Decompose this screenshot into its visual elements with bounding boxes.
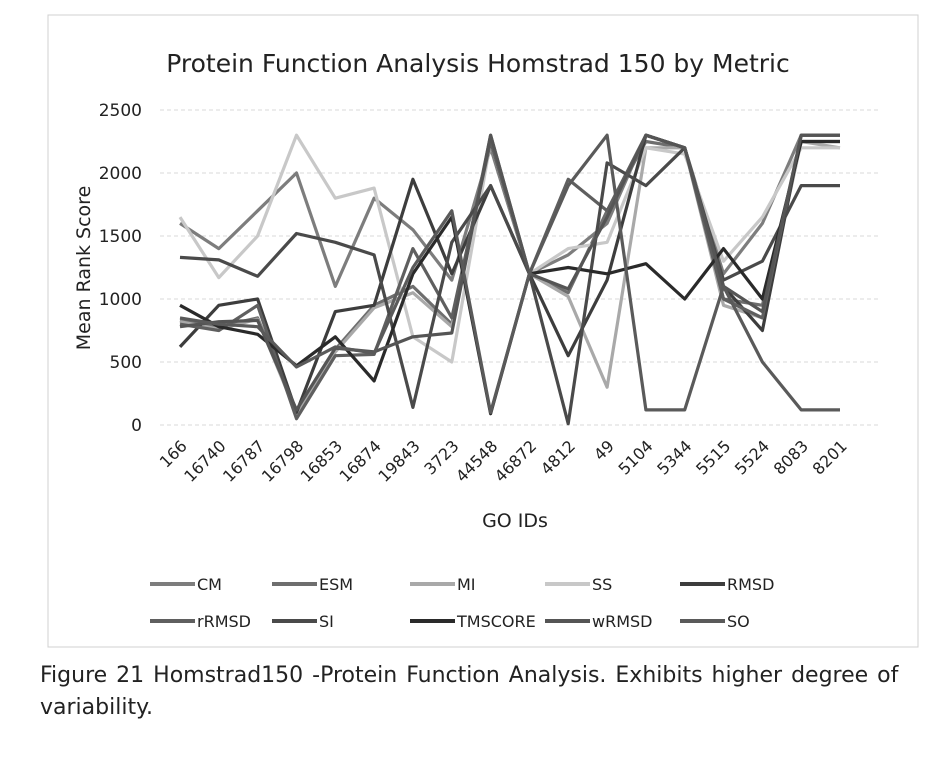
y-tick-label: 2000: [99, 164, 142, 184]
x-tick-label: 5344: [653, 436, 695, 478]
legend-label: RMSD: [727, 575, 774, 594]
x-tick-label: 16853: [297, 436, 346, 485]
series-line-so: [179, 133, 840, 414]
y-tick-label: 2500: [99, 101, 142, 121]
line-chart: Protein Function Analysis Homstrad 150 b…: [47, 14, 919, 648]
legend-label: CM: [197, 575, 222, 594]
x-axis-ticks: 1661674016787167981685316874198433723445…: [156, 436, 851, 485]
x-tick-label: 4812: [537, 436, 579, 478]
chart-title: Protein Function Analysis Homstrad 150 b…: [166, 49, 790, 78]
y-axis-label: Mean Rank Score: [73, 186, 95, 351]
series-line-si: [179, 146, 840, 426]
y-tick-label: 1500: [99, 227, 142, 247]
legend-label: SI: [319, 612, 334, 631]
legend-label: SO: [727, 612, 750, 631]
legend-label: MI: [457, 575, 476, 594]
x-tick-label: 46872: [491, 436, 540, 485]
figure-caption: Figure 21 Homstrad150 -Protein Function …: [40, 663, 899, 720]
x-tick-label: 5524: [731, 436, 773, 478]
legend: CM ESM MI SS RMSD rRMSD SI TMSCORE wRMSD SO: [150, 575, 774, 631]
chart-border: [47, 14, 919, 648]
x-tick-label: 49: [590, 436, 618, 464]
x-tick-label: 44548: [452, 436, 501, 485]
y-tick-label: 500: [110, 353, 142, 373]
legend-label: TMSCORE: [456, 612, 536, 631]
legend-label: SS: [592, 575, 612, 594]
y-axis-ticks: 0 500 1000 1500 2000 2500: [99, 101, 142, 436]
x-tick-label: 5515: [692, 436, 734, 478]
legend-label: ESM: [319, 575, 353, 594]
x-axis-label: GO IDs: [482, 510, 548, 532]
legend-label: wRMSD: [592, 612, 652, 631]
x-tick-label: 16740: [180, 436, 229, 485]
x-tick-label: 8083: [770, 436, 812, 478]
series-line-wrmsd: [179, 133, 840, 412]
series-lines: [178, 133, 841, 426]
y-tick-label: 0: [131, 416, 142, 436]
x-tick-label: 8201: [809, 436, 851, 478]
x-tick-label: 16874: [336, 436, 385, 485]
x-tick-label: 16787: [219, 436, 268, 485]
legend-label: rRMSD: [197, 612, 251, 631]
x-tick-label: 16798: [258, 436, 307, 485]
x-tick-label: 5104: [614, 436, 656, 478]
x-tick-label: 19843: [374, 436, 423, 485]
y-tick-label: 1000: [99, 290, 142, 310]
